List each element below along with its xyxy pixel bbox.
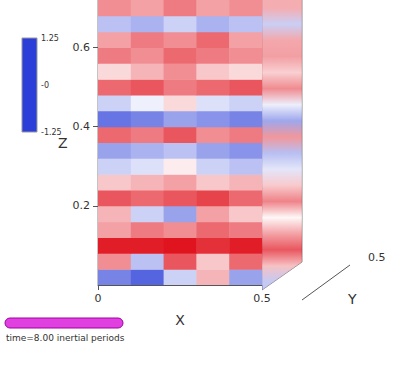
svg-text:Z: Z — [58, 135, 68, 151]
svg-text:Y: Y — [347, 291, 357, 307]
svg-text:0.5: 0.5 — [253, 292, 271, 305]
svg-text:time=8.00 inertial periods: time=8.00 inertial periods — [6, 333, 125, 343]
svg-text:1.25: 1.25 — [41, 34, 59, 43]
svg-text:0.5: 0.5 — [368, 251, 386, 264]
svg-text:0: 0 — [95, 292, 102, 305]
svg-text:0.6: 0.6 — [73, 41, 91, 54]
svg-text:0.4: 0.4 — [73, 120, 91, 133]
svg-text:0.2: 0.2 — [73, 199, 91, 212]
svg-text:X: X — [175, 312, 185, 328]
svg-text:-0: -0 — [41, 81, 49, 90]
svg-text:-1.25: -1.25 — [41, 127, 62, 137]
